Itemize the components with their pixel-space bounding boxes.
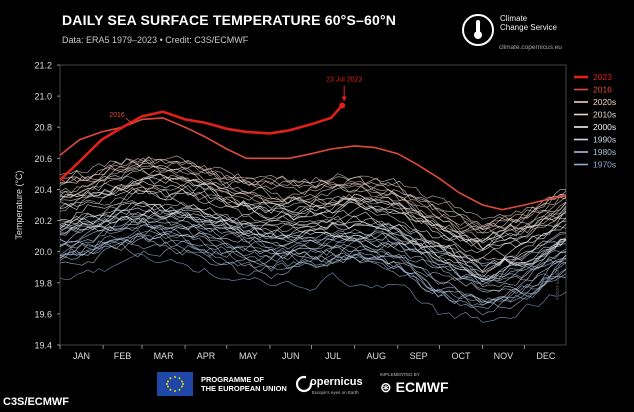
x-tick-label: MAR bbox=[154, 351, 175, 361]
copernicus-wordmark: opernicus bbox=[310, 376, 363, 388]
series-2023-endpoint bbox=[339, 102, 346, 109]
y-tick-label: 20.0 bbox=[34, 247, 52, 257]
series-line-1982 bbox=[59, 233, 567, 316]
series-line-1991 bbox=[59, 209, 567, 274]
y-tick-label: 19.6 bbox=[34, 309, 52, 319]
x-tick-label: JUN bbox=[282, 351, 300, 361]
x-tick-label: NOV bbox=[494, 351, 514, 361]
series-line-1984 bbox=[59, 232, 567, 294]
legend-label-1970s: 1970s bbox=[593, 160, 616, 170]
legend-label-1980s: 1980s bbox=[593, 147, 616, 157]
series-line-2001 bbox=[59, 212, 567, 273]
eu-line2: THE EUROPEAN UNION bbox=[201, 384, 287, 393]
copernicus-logo-icon bbox=[296, 375, 313, 393]
legend-label-2020s: 2020s bbox=[593, 97, 616, 107]
brand-name-line1: Climate bbox=[500, 14, 528, 23]
legend-label-2023: 2023 bbox=[593, 72, 612, 82]
series-line-2019 bbox=[59, 162, 567, 230]
eu-programme-label: PROGRAMME OF THE EUROPEAN UNION bbox=[201, 375, 287, 393]
rotated-credit: © 2023 ECMWF bbox=[555, 267, 560, 300]
brand-name-line2: Change Service bbox=[500, 23, 557, 32]
ecmwf-text: ECMWF bbox=[395, 379, 449, 395]
page-subtitle: Data: ERA5 1979–2023 • Credit: C3S/ECMWF bbox=[62, 35, 249, 45]
eu-line1: PROGRAMME OF bbox=[201, 375, 264, 384]
series-line-2018 bbox=[59, 166, 567, 234]
eu-flag-icon bbox=[157, 372, 193, 396]
y-tick-label: 19.4 bbox=[34, 341, 52, 351]
series-line-1980 bbox=[59, 241, 567, 310]
page-title: DAILY SEA SURFACE TEMPERATURE 60°S–60°N bbox=[62, 12, 397, 28]
series-line-2010 bbox=[59, 188, 567, 263]
series-line-1986 bbox=[59, 230, 567, 306]
series-line-2002 bbox=[59, 201, 567, 280]
series-line-2008 bbox=[59, 176, 567, 244]
ecmwf-symbol-icon: ⊛ bbox=[380, 379, 392, 395]
series-line-1999 bbox=[59, 216, 567, 288]
series-line-2015 bbox=[59, 173, 567, 243]
y-tick-label: 20.2 bbox=[34, 216, 52, 226]
x-tick-label: FEB bbox=[114, 351, 132, 361]
legend-label-1990s: 1990s bbox=[593, 135, 616, 145]
x-tick-label: JAN bbox=[73, 351, 90, 361]
x-tick-label: SEP bbox=[410, 351, 428, 361]
annotation-2016: 2016 bbox=[109, 112, 125, 119]
y-tick-label: 20.8 bbox=[34, 123, 52, 133]
annotation-arrow-head bbox=[341, 96, 347, 102]
brand-url: climate.copernicus.eu bbox=[499, 44, 562, 51]
series-line-2017 bbox=[59, 157, 566, 223]
series-line-2014 bbox=[59, 165, 567, 234]
y-tick-label: 19.8 bbox=[34, 278, 52, 288]
brand-name: Climate Change Service bbox=[500, 14, 557, 32]
series-line-2016 bbox=[59, 117, 567, 211]
series-line-2011 bbox=[60, 163, 567, 242]
series-line-1997 bbox=[59, 200, 567, 267]
legend-label-2000s: 2000s bbox=[593, 122, 616, 132]
x-tick-label: APR bbox=[197, 351, 216, 361]
series-line-1983 bbox=[59, 238, 567, 305]
y-tick-label: 20.6 bbox=[34, 154, 52, 164]
x-tick-label: DEC bbox=[536, 351, 556, 361]
climate-change-service-logo-icon bbox=[462, 14, 494, 46]
series-line-2023 bbox=[59, 104, 344, 182]
ecmwf-wordmark: ⊛ ECMWF bbox=[380, 379, 449, 396]
series-line-1985 bbox=[59, 223, 567, 285]
series-line-1996 bbox=[59, 218, 567, 283]
ecmwf-implemented-label: IMPLEMENTED BY bbox=[380, 372, 420, 377]
legend-label-2016: 2016 bbox=[593, 85, 612, 95]
x-tick-label: JUL bbox=[325, 351, 341, 361]
series-line-2020 bbox=[59, 157, 567, 229]
series-line-1989 bbox=[59, 229, 567, 309]
annotation-2016-pointer bbox=[125, 117, 134, 125]
y-tick-label: 20.4 bbox=[34, 185, 52, 195]
image-credit: C3S/ECMWF bbox=[3, 396, 69, 408]
y-tick-label: 21.2 bbox=[34, 61, 52, 71]
sst-line-chart: 21.2 21.0 20.8 20.6 20.4 20.2 20.0 19.8 19.6 19.4… bbox=[14, 61, 616, 362]
series-line-1979 bbox=[59, 253, 567, 323]
series-line-2021 bbox=[59, 155, 567, 227]
series-line-2000 bbox=[59, 203, 567, 278]
y-axis-label: Temperature (°C) bbox=[14, 170, 24, 239]
series-line-2007 bbox=[59, 188, 567, 254]
x-tick-label: MAY bbox=[239, 351, 258, 361]
annotation-23jul2023: 23 Jul 2023 bbox=[326, 76, 362, 83]
x-tick-label: AUG bbox=[366, 351, 386, 361]
series-line-2005 bbox=[59, 202, 566, 272]
plot-frame bbox=[59, 64, 567, 346]
y-tick-label: 21.0 bbox=[34, 92, 52, 102]
x-tick-label: OCT bbox=[452, 351, 472, 361]
copernicus-tagline: Europe's eyes on Earth bbox=[312, 390, 359, 395]
legend-label-2010s: 2010s bbox=[593, 110, 616, 120]
series-line-2022 bbox=[59, 160, 567, 231]
footer-bar bbox=[0, 368, 634, 412]
